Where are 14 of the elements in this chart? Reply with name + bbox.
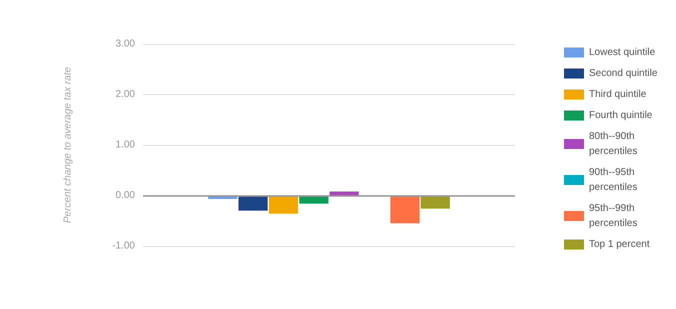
legend-label: Second quintile bbox=[589, 68, 658, 79]
legend-label: Lowest quintile bbox=[589, 47, 656, 58]
legend-label: 80th--90th percentiles bbox=[589, 131, 638, 157]
y-tick-label: 0.00 bbox=[116, 190, 136, 201]
y-tick-label: 2.00 bbox=[116, 89, 136, 100]
legend-label: 95th--99th percentiles bbox=[589, 203, 638, 229]
y-tick-label: -1.00 bbox=[112, 240, 136, 252]
legend-label: Third quintile bbox=[589, 89, 647, 100]
legend-label: Top 1 percent bbox=[589, 239, 650, 250]
y-tick-label: 3.00 bbox=[116, 38, 136, 50]
y-tick-label: 1.00 bbox=[116, 140, 136, 150]
legend-label: Fourth quintile bbox=[589, 110, 653, 121]
legend-label: 90th--95th percentiles bbox=[589, 167, 638, 193]
y-axis-title: Percent change to average tax rate bbox=[62, 66, 74, 224]
